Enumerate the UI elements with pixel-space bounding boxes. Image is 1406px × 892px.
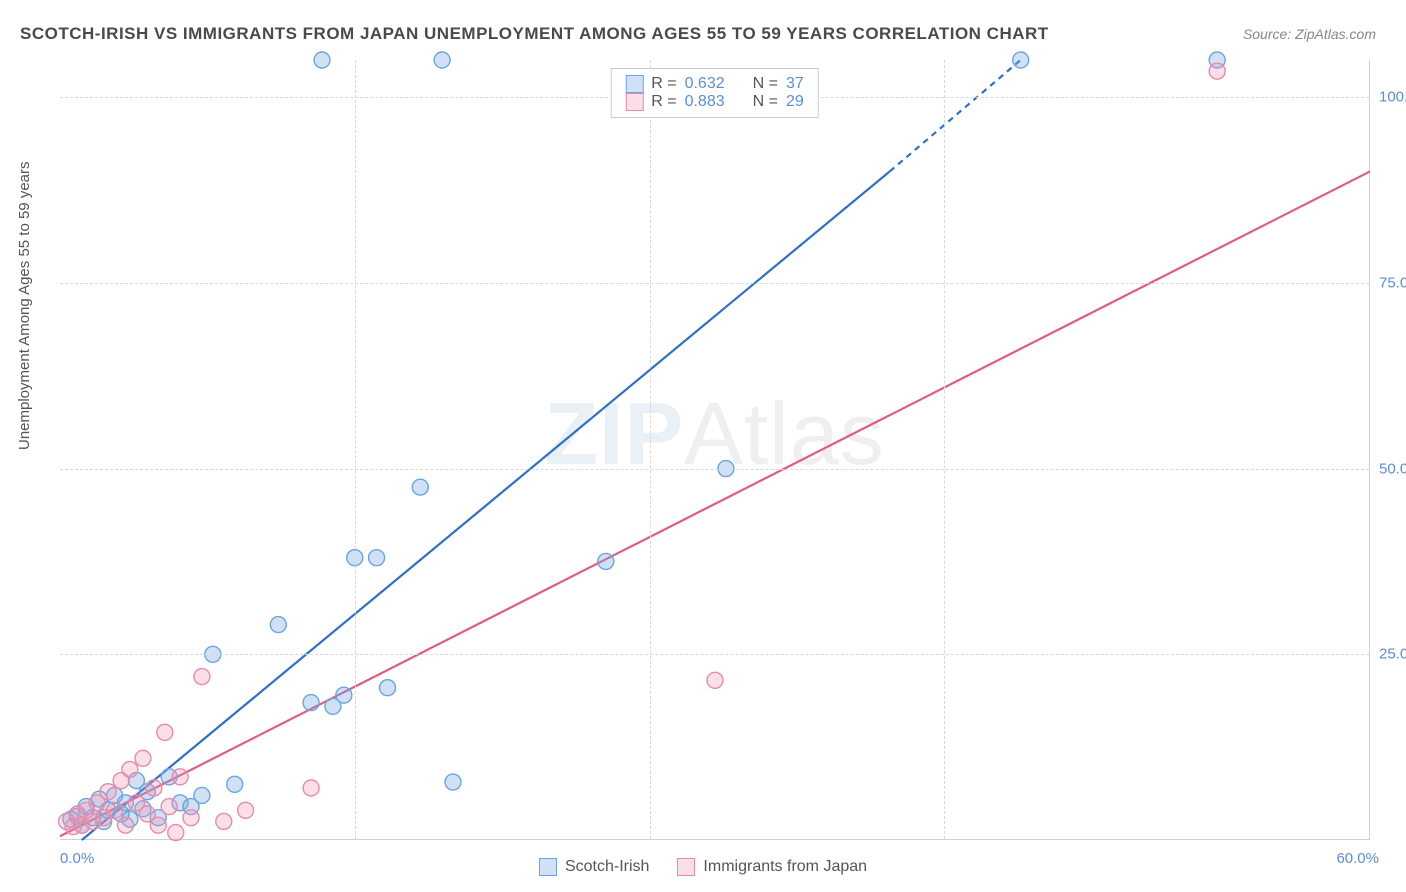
- data-point: [598, 553, 614, 569]
- data-point: [270, 617, 286, 633]
- trend-line: [60, 171, 1370, 836]
- data-point: [227, 776, 243, 792]
- data-point: [303, 780, 319, 796]
- x-tick-label: 0.0%: [60, 850, 94, 867]
- data-point: [238, 802, 254, 818]
- legend-swatch: [677, 858, 695, 876]
- data-point: [157, 724, 173, 740]
- data-point: [303, 695, 319, 711]
- grid-line-h: [60, 283, 1369, 284]
- data-point: [216, 813, 232, 829]
- legend-n-label: N =: [753, 93, 778, 111]
- x-tick-label: 60.0%: [1336, 850, 1379, 867]
- legend-r-label: R =: [651, 93, 676, 111]
- trend-line-extrapolated: [890, 60, 1021, 171]
- y-axis-label: Unemployment Among Ages 55 to 59 years: [16, 161, 33, 450]
- legend-swatch: [625, 93, 643, 111]
- chart-area: ZIPAtlas R =0.632N =37R =0.883N =29 25.0…: [60, 60, 1370, 840]
- y-tick-label: 25.0%: [1379, 646, 1406, 663]
- legend-r-value: 0.632: [685, 75, 725, 93]
- plot-svg: [60, 60, 1369, 839]
- data-point: [434, 52, 450, 68]
- y-tick-label: 100.0%: [1379, 89, 1406, 106]
- data-point: [445, 774, 461, 790]
- data-point: [1013, 52, 1029, 68]
- legend-row: R = 0.883 N = 29: [625, 93, 804, 111]
- source-label: Source: ZipAtlas.com: [1243, 26, 1376, 42]
- data-point: [168, 825, 184, 841]
- data-point: [194, 787, 210, 803]
- data-point: [369, 550, 385, 566]
- data-point: [122, 761, 138, 777]
- legend-r-value: 0.883: [685, 93, 725, 111]
- data-point: [172, 769, 188, 785]
- grid-line-h: [60, 654, 1369, 655]
- data-point: [380, 680, 396, 696]
- data-point: [161, 799, 177, 815]
- legend-swatch: [625, 75, 643, 93]
- legend-n-value: 37: [786, 75, 804, 93]
- legend-row: R = 0.632 N = 37: [625, 75, 804, 93]
- y-tick-label: 50.0%: [1379, 460, 1406, 477]
- data-point: [135, 750, 151, 766]
- data-point: [150, 817, 166, 833]
- y-tick-label: 75.0%: [1379, 274, 1406, 291]
- grid-line-h: [60, 469, 1369, 470]
- grid-line-v: [355, 60, 356, 839]
- legend-correlation: R = 0.632 N = 37 R = 0.883 N = 29: [610, 68, 819, 118]
- data-point: [707, 672, 723, 688]
- grid-line-v: [944, 60, 945, 839]
- data-point: [336, 687, 352, 703]
- grid-line-v: [650, 60, 651, 839]
- legend-series: Scotch-Irish Immigrants from Japan: [539, 858, 867, 876]
- data-point: [314, 52, 330, 68]
- data-point: [118, 817, 134, 833]
- legend-label: Immigrants from Japan: [703, 858, 867, 876]
- trend-line: [82, 171, 890, 840]
- chart-title: SCOTCH-IRISH VS IMMIGRANTS FROM JAPAN UN…: [20, 24, 1049, 44]
- legend-n-value: 29: [786, 93, 804, 111]
- legend-n-label: N =: [753, 75, 778, 93]
- legend-swatch: [539, 858, 557, 876]
- data-point: [1209, 63, 1225, 79]
- legend-label: Scotch-Irish: [565, 858, 649, 876]
- data-point: [100, 784, 116, 800]
- legend-item: Immigrants from Japan: [677, 858, 867, 876]
- data-point: [412, 479, 428, 495]
- data-point: [194, 669, 210, 685]
- data-point: [146, 780, 162, 796]
- data-point: [183, 810, 199, 826]
- data-point: [107, 802, 123, 818]
- legend-r-label: R =: [651, 75, 676, 93]
- legend-item: Scotch-Irish: [539, 858, 649, 876]
